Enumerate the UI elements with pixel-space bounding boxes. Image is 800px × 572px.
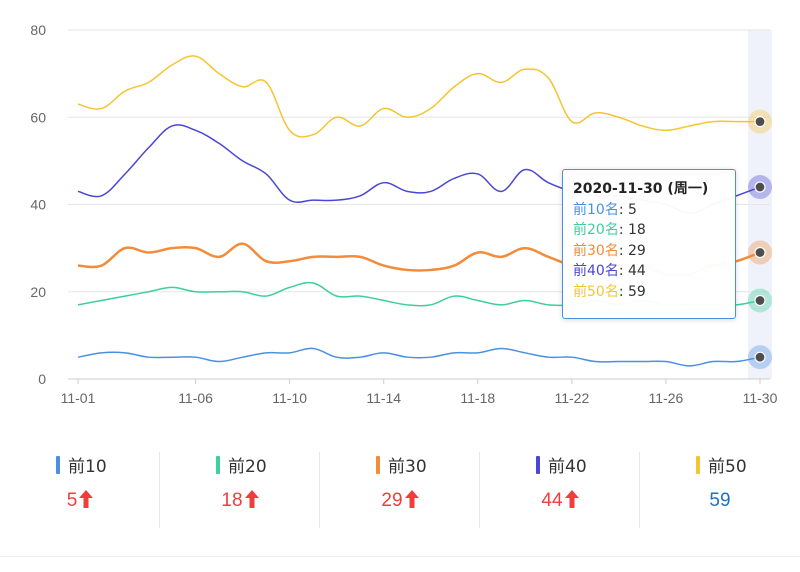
arrow-up-icon — [564, 490, 579, 508]
x-tick-label: 11-18 — [460, 390, 495, 406]
x-axis: 11-01 11-06 11-10 11-14 11-18 11-22 11-26 11-30 — [61, 378, 778, 406]
legend-item-top50[interactable]: 前50 59 — [640, 448, 800, 532]
tooltip-row-top40: 前40名: 44 — [573, 263, 646, 279]
y-axis: 0 20 40 60 80 — [30, 22, 46, 387]
tooltip-series-name: 前10名 — [573, 201, 619, 218]
tooltip-row-top20: 前20名: 18 — [573, 222, 646, 238]
legend-item-top20[interactable]: 前20 18 — [160, 448, 320, 532]
legend-label: 前40 — [548, 457, 587, 477]
series-line-5 — [77, 55, 760, 138]
legend-color-bar — [536, 456, 540, 474]
y-tick-label: 60 — [30, 109, 46, 125]
bottom-divider — [0, 556, 800, 557]
legend-value-wrap: 59 — [640, 490, 800, 512]
legend-item-top10[interactable]: 前10 5 — [0, 448, 160, 532]
x-tick-label: 11-10 — [272, 390, 307, 406]
legend-color-bar — [376, 456, 380, 474]
legend-label: 前10 — [68, 457, 107, 477]
tooltip-series-value: 59 — [628, 283, 646, 300]
legend-value-wrap: 44 — [480, 490, 640, 512]
tooltip-row-top50: 前50名: 59 — [573, 283, 646, 300]
tooltip-series-name: 前40名 — [573, 263, 619, 279]
legend-value-wrap: 5 — [0, 490, 160, 512]
legend-value: 44 — [541, 490, 563, 511]
tooltip-series-value: 5 — [628, 201, 637, 218]
legend-label: 前30 — [388, 457, 427, 477]
highlight-markers — [748, 109, 772, 370]
tooltip-series-value: 29 — [628, 242, 646, 259]
x-tick-label: 11-22 — [554, 390, 589, 406]
legend-value: 5 — [66, 490, 78, 511]
x-tick-label: 11-14 — [366, 390, 401, 406]
legend-color-bar — [696, 456, 700, 474]
highlight-point — [754, 246, 766, 259]
summary-legend: 前10 5 前20 18 前30 29 前40 44 前50 59 — [0, 448, 800, 532]
y-tick-label: 40 — [30, 197, 46, 213]
tooltip-series-value: 18 — [628, 222, 646, 238]
legend-value: 29 — [381, 490, 403, 511]
y-tick-label: 80 — [30, 22, 46, 38]
highlight-point — [754, 294, 766, 307]
y-tick-label: 0 — [38, 371, 46, 387]
arrow-up-icon — [244, 490, 259, 508]
x-tick-label: 11-06 — [178, 390, 213, 406]
arrow-up-icon — [79, 490, 94, 508]
legend-value: 59 — [709, 490, 731, 511]
tooltip-row-top10: 前10名: 5 — [573, 201, 637, 218]
highlight-point — [754, 116, 766, 128]
tooltip-series-name: 前50名 — [573, 283, 619, 300]
legend-divider — [159, 452, 160, 528]
legend-divider — [479, 452, 480, 528]
x-tick-label: 11-30 — [743, 390, 778, 406]
tooltip-row-top30: 前30名: 29 — [573, 242, 646, 259]
series-line-1 — [77, 347, 761, 367]
tooltip-series-name: 前30名 — [573, 242, 619, 259]
legend-item-top40[interactable]: 前40 44 — [480, 448, 640, 532]
legend-value-wrap: 18 — [160, 490, 320, 512]
y-tick-label: 20 — [30, 284, 46, 300]
highlight-point — [754, 351, 766, 363]
ranking-line-chart: 0 20 40 60 80 11-01 11-06 11-10 11-14 11-18 11-22… — [30, 22, 778, 406]
x-tick-label: 11-01 — [61, 390, 96, 406]
highlight-point — [754, 181, 766, 193]
legend-label: 前20 — [228, 457, 267, 477]
legend-divider — [639, 452, 640, 528]
legend-value: 18 — [221, 490, 243, 511]
x-tick-label: 11-26 — [649, 390, 684, 406]
legend-item-top30[interactable]: 前30 29 — [320, 448, 480, 532]
tooltip-series-value: 44 — [628, 263, 646, 279]
tooltip-series-name: 前20名 — [573, 222, 619, 238]
chart-tooltip: 2020-11-30 (周一) 前10名: 5 前20名: 18 前30名: 2… — [562, 169, 736, 319]
legend-color-bar — [216, 456, 220, 474]
legend-value-wrap: 29 — [320, 490, 480, 512]
legend-divider — [319, 452, 320, 528]
tooltip-date: 2020-11-30 (周一) — [573, 181, 709, 197]
arrow-up-icon — [404, 490, 419, 508]
legend-label: 前50 — [708, 457, 747, 477]
legend-color-bar — [56, 456, 60, 474]
